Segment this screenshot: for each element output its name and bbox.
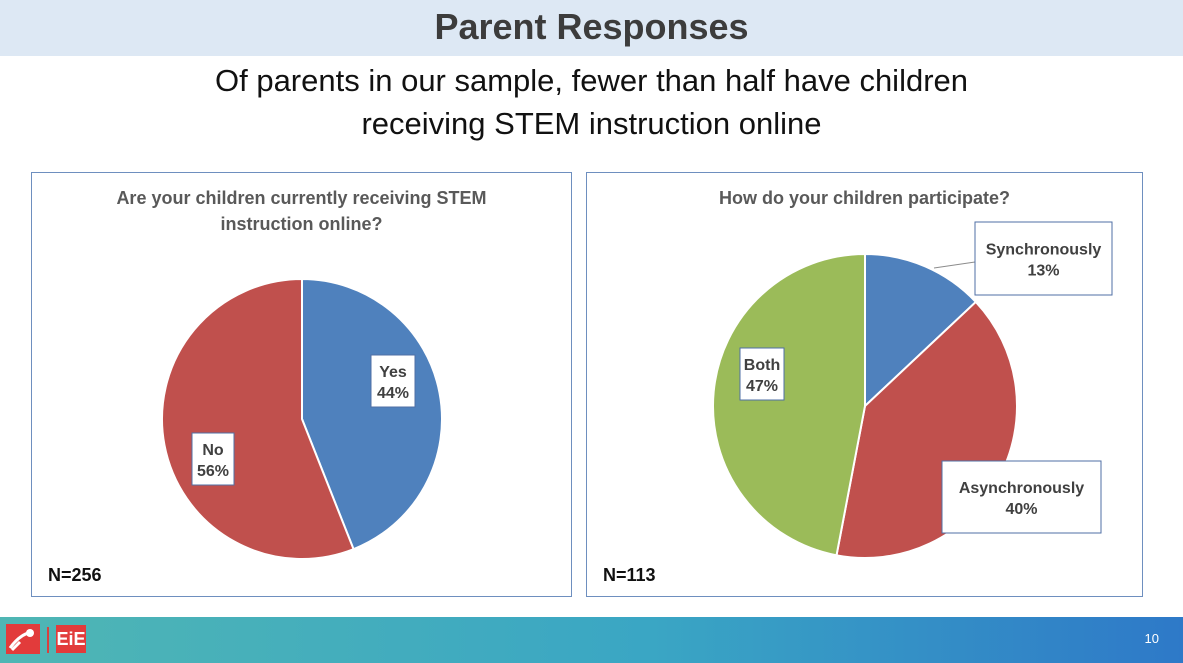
- page-number: 10: [1144, 631, 1159, 646]
- data-label-value: 47%: [746, 378, 778, 395]
- data-label-asynchronously: Asynchronously 40%: [941, 460, 1102, 534]
- data-label-both: Both 47%: [739, 347, 785, 401]
- data-label-category: Asynchronously: [959, 480, 1084, 497]
- data-label-value: 13%: [1027, 263, 1059, 280]
- pie-slice-no: [161, 277, 355, 560]
- chart-title: How do your children participate?: [718, 188, 1011, 208]
- data-label-category: Yes: [379, 364, 407, 381]
- logo-divider: [47, 627, 49, 653]
- slide-subtitle-line-1: Of parents in our sample, fewer than hal…: [214, 63, 969, 98]
- title-band: Parent Responses: [0, 0, 1183, 56]
- footer-bar: EiE 10: [0, 617, 1183, 663]
- pie-chart-participation: Synchronously 13% Asynchronously 40% Both 47%: [712, 221, 1113, 559]
- pie-slice-both: [712, 252, 866, 557]
- chart-title-line-2: instruction online?: [220, 214, 383, 234]
- sample-size-label: N=113: [603, 565, 656, 585]
- data-label-value: 40%: [1005, 501, 1037, 518]
- data-label-yes: Yes 44%: [370, 354, 416, 408]
- sample-size-label: N=256: [48, 565, 102, 585]
- data-label-category: Synchronously: [986, 242, 1102, 259]
- data-label-category: No: [202, 442, 224, 459]
- slide-title: Parent Responses: [434, 6, 749, 47]
- data-label-synchronously: Synchronously 13%: [974, 221, 1113, 296]
- pie-slice-synchronously: [864, 252, 978, 409]
- data-label-value: 44%: [377, 385, 409, 402]
- pie-chart-online: Yes 44% No 56%: [161, 277, 443, 560]
- chart-title-line-1: Are your children currently receiving ST…: [116, 188, 487, 208]
- chart-panel-online: Are your children currently receiving ST…: [31, 172, 572, 597]
- data-label-value: 56%: [197, 463, 229, 480]
- data-label-category: Both: [744, 357, 780, 374]
- museum-logo-icon: [6, 624, 40, 654]
- chart-panel-participation: How do your children participate? Synchr…: [586, 172, 1143, 597]
- slide-subtitle-line-2: receiving STEM instruction online: [361, 106, 822, 141]
- eie-logo: EiE: [56, 625, 86, 653]
- pie-slice-yes: [301, 277, 443, 551]
- callout-line: [933, 261, 976, 269]
- data-label-no: No 56%: [191, 432, 235, 486]
